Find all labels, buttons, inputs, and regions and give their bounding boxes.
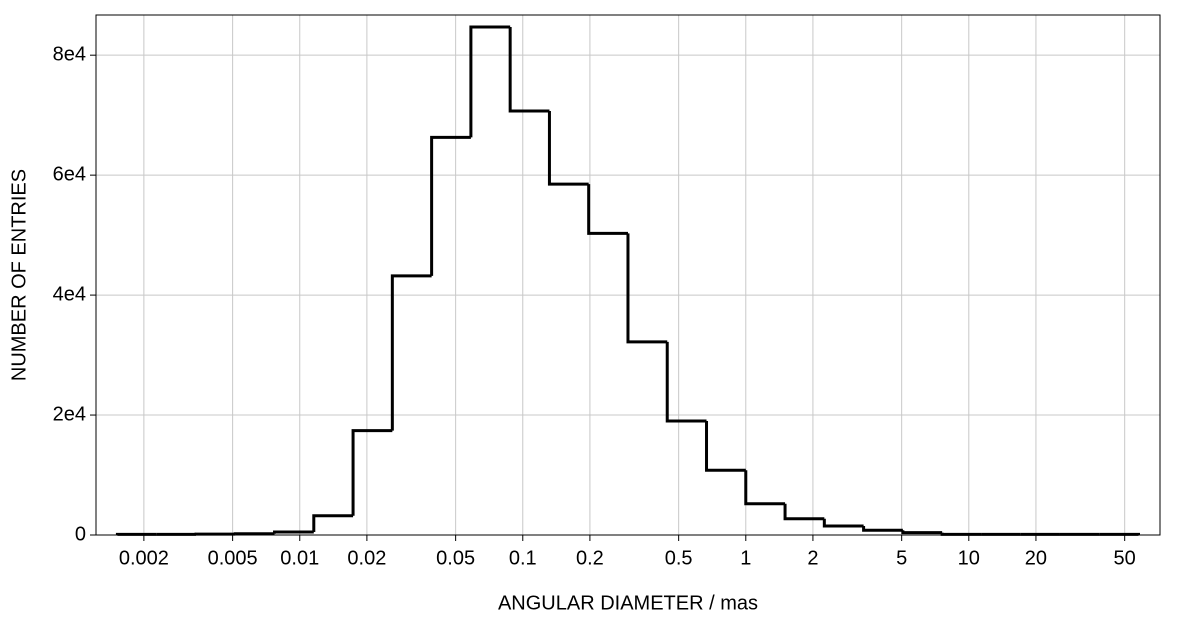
x-tick-label: 20 <box>1025 547 1047 569</box>
histogram-bar <box>1099 532 1141 536</box>
histogram-bar <box>469 25 511 138</box>
y-tick-label: 8e4 <box>53 43 86 65</box>
histogram-bar <box>665 341 707 423</box>
y-tick-label: 0 <box>75 523 86 545</box>
histogram-bar <box>862 526 903 532</box>
histogram-bar <box>115 532 157 536</box>
histogram-bar <box>312 514 354 533</box>
histogram-bar <box>901 530 943 535</box>
histogram-bar <box>783 503 825 521</box>
x-tick-label: 0.005 <box>208 547 258 569</box>
histogram-bar <box>547 110 589 186</box>
histogram-bar <box>822 518 864 528</box>
histogram-bar <box>626 233 668 344</box>
histogram-bar <box>940 532 982 536</box>
x-axis-label: ANGULAR DIAMETER / mas <box>498 592 758 614</box>
histogram-bar <box>430 135 471 276</box>
histogram-bar <box>744 470 786 506</box>
x-tick-label: 2 <box>807 547 818 569</box>
x-tick-label: 0.5 <box>665 547 693 569</box>
x-tick-label: 0.01 <box>280 547 319 569</box>
x-tick-label: 0.05 <box>436 547 475 569</box>
x-tick-label: 0.002 <box>119 547 169 569</box>
y-tick-label: 6e4 <box>53 163 86 185</box>
histogram-bar <box>705 421 746 472</box>
x-tick-label: 0.2 <box>576 547 604 569</box>
y-tick-label: 2e4 <box>53 403 86 425</box>
x-tick-label: 0.02 <box>347 547 386 569</box>
x-tick-label: 50 <box>1114 547 1136 569</box>
x-tick-label: 1 <box>740 547 751 569</box>
histogram-bar <box>587 184 628 235</box>
histogram-bar <box>390 274 432 431</box>
histogram-bar <box>273 530 314 534</box>
y-axis-label: NUMBER OF ENTRIES <box>8 169 30 381</box>
x-tick-label: 10 <box>958 547 980 569</box>
histogram-bar <box>508 26 550 113</box>
y-tick-label: 4e4 <box>53 283 86 305</box>
x-tick-label: 5 <box>896 547 907 569</box>
x-tick-label: 0.1 <box>509 547 537 569</box>
plot-frame <box>95 14 1161 536</box>
histogram-bar <box>351 429 393 516</box>
